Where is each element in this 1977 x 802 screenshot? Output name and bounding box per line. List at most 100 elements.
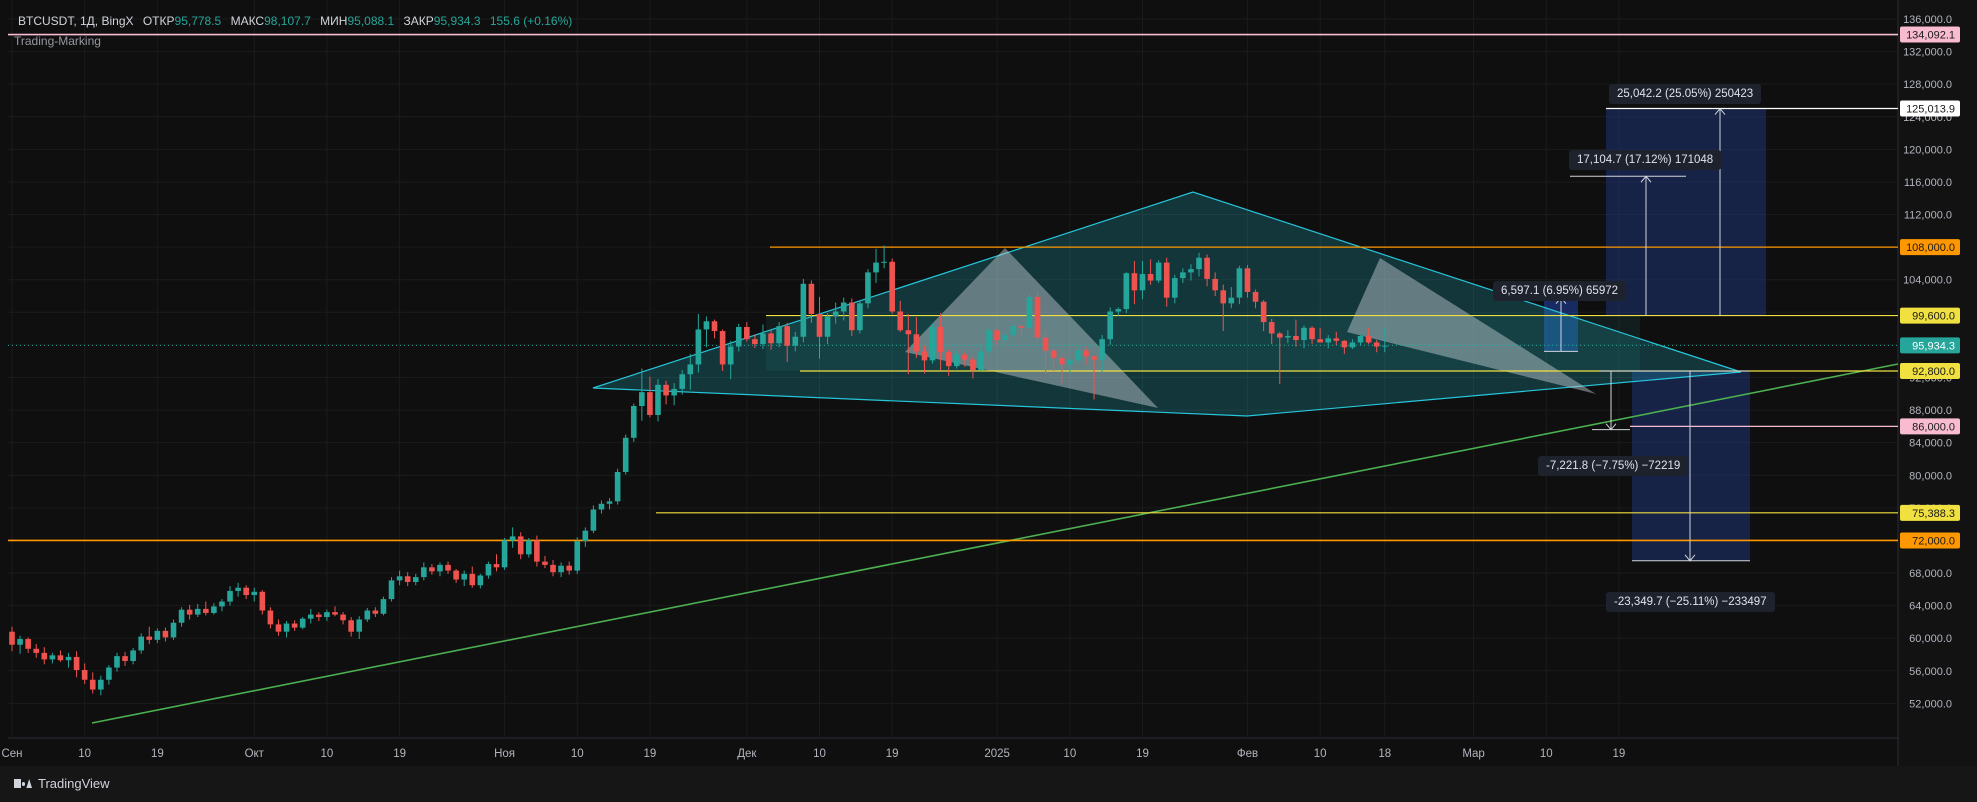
price-tick-label: 128,000.0 — [1903, 79, 1952, 91]
tradingview-icon — [14, 778, 32, 790]
indicator-label[interactable]: Trading-Marking — [14, 34, 101, 48]
measurement-label[interactable]: -23,349.7 (−25.11%) −233497 — [1606, 592, 1775, 612]
candle-body — [1099, 339, 1105, 360]
price-tick-label: 80,000.0 — [1909, 470, 1952, 482]
candle-body — [695, 329, 702, 365]
candle-body — [461, 573, 467, 580]
tradingview-logo[interactable]: TradingView — [14, 776, 110, 791]
candle-body — [1196, 257, 1202, 270]
measurement-label[interactable]: 25,042.2 (25.05%) 250423 — [1609, 84, 1762, 104]
low-value: 95,088.1 — [347, 14, 395, 28]
candle-body — [784, 326, 790, 346]
price-badge — [1900, 307, 1960, 324]
candle-body — [162, 630, 169, 638]
candle-body — [41, 652, 48, 660]
candle-body — [558, 565, 564, 573]
candle-body — [1285, 335, 1291, 338]
candle-body — [243, 587, 249, 596]
price-badges: 134,092.1 125,013.9 108,000.0 99,600.0 95,93… — [1900, 26, 1960, 549]
time-tick-label: 10 — [1314, 748, 1327, 760]
price-badge — [1900, 239, 1960, 256]
candle-body — [81, 669, 88, 680]
candle-body — [873, 262, 879, 273]
candle-body — [477, 575, 484, 586]
candle-body — [1123, 273, 1130, 310]
candle-body — [1317, 339, 1323, 343]
footer-bar — [0, 766, 1977, 802]
candle-body — [1293, 335, 1299, 341]
price-badge — [1900, 418, 1960, 435]
candle-body — [840, 302, 847, 312]
time-tick-label: 10 — [1063, 748, 1076, 760]
price-tick-label: 68,000.0 — [1909, 568, 1952, 580]
candle-body — [1180, 272, 1186, 279]
candle-body — [307, 614, 314, 619]
time-axis-ticks: Сен 10 19 Окт 10 19 Ноя 10 19 Дек 10 19 2025 10 19 Фев 1… — [1, 748, 1625, 760]
candle-body — [849, 302, 855, 331]
candle-body — [106, 667, 112, 680]
time-tick-label: 18 — [1378, 748, 1391, 760]
price-badge — [1900, 26, 1960, 43]
candle-body — [509, 536, 516, 541]
price-badge — [1900, 337, 1960, 354]
measurement-label[interactable]: 6,597.1 (6.95%) 65972 — [1493, 281, 1627, 301]
candle-body — [639, 392, 645, 407]
measurement-label[interactable]: -7,221.8 (−7.75%) −72219 — [1538, 456, 1689, 476]
candle-body — [526, 540, 532, 555]
price-tick-label: 132,000.0 — [1903, 47, 1952, 59]
candle-body — [1341, 340, 1348, 348]
candle-body — [122, 656, 128, 662]
candle-body — [1309, 327, 1315, 340]
candle-body — [630, 406, 637, 438]
price-badge — [1900, 504, 1960, 521]
candle-body — [590, 509, 597, 531]
price-tick-label: 88,000.0 — [1909, 405, 1952, 417]
candle-body — [1115, 309, 1122, 312]
candle-body — [1026, 296, 1033, 328]
measurement-label[interactable]: 17,104.7 (17.12%) 171048 — [1569, 150, 1722, 170]
time-tick-label: 19 — [644, 748, 657, 760]
candle-body — [170, 622, 177, 638]
candle-body — [340, 614, 346, 621]
price-badge-label: 108,000.0 — [1906, 242, 1955, 254]
low-label: МИН — [320, 14, 348, 28]
candle-body — [291, 623, 298, 628]
candle-body — [1075, 350, 1081, 361]
candle-body — [752, 339, 758, 345]
candle-body — [493, 564, 500, 568]
candle-body — [25, 639, 31, 649]
symbol-name[interactable]: BTCUSDT, 1Д, BingX — [18, 14, 134, 28]
candle-body — [9, 631, 15, 645]
candle-body — [1301, 327, 1307, 341]
candle-body — [235, 587, 241, 591]
measure-arrows — [1544, 107, 1750, 562]
trend-line-support — [91, 363, 1899, 724]
time-tick-label: Окт — [245, 748, 265, 760]
price-badge-label: 92,800.0 — [1912, 366, 1955, 378]
candle-body — [332, 612, 338, 615]
candle-body — [380, 599, 387, 614]
candle-body — [324, 612, 330, 618]
arrow-target-1-head — [1714, 107, 1726, 115]
candle-body — [566, 565, 572, 571]
candle-body — [1131, 273, 1138, 291]
candle-body — [501, 540, 508, 568]
open-label: ОТКР — [142, 14, 175, 28]
price-tick-label: 136,000.0 — [1903, 14, 1952, 26]
candle-body — [687, 364, 694, 375]
candle-body — [1268, 322, 1275, 334]
price-tick-label: 52,000.0 — [1909, 698, 1952, 710]
time-tick-label: Ноя — [494, 748, 515, 760]
candle-body — [130, 650, 136, 662]
change-value: 155.6 (+0.16%) — [489, 14, 573, 28]
price-badge-label: 72,000.0 — [1912, 535, 1955, 547]
candle-body — [388, 580, 395, 600]
candle-body — [219, 601, 225, 607]
candle-body — [364, 610, 371, 620]
candle-body — [1260, 301, 1267, 323]
candle-body — [1204, 257, 1210, 279]
time-tick-label: 19 — [1613, 748, 1626, 760]
wedge-right — [1347, 258, 1596, 394]
candle-body — [316, 614, 322, 618]
